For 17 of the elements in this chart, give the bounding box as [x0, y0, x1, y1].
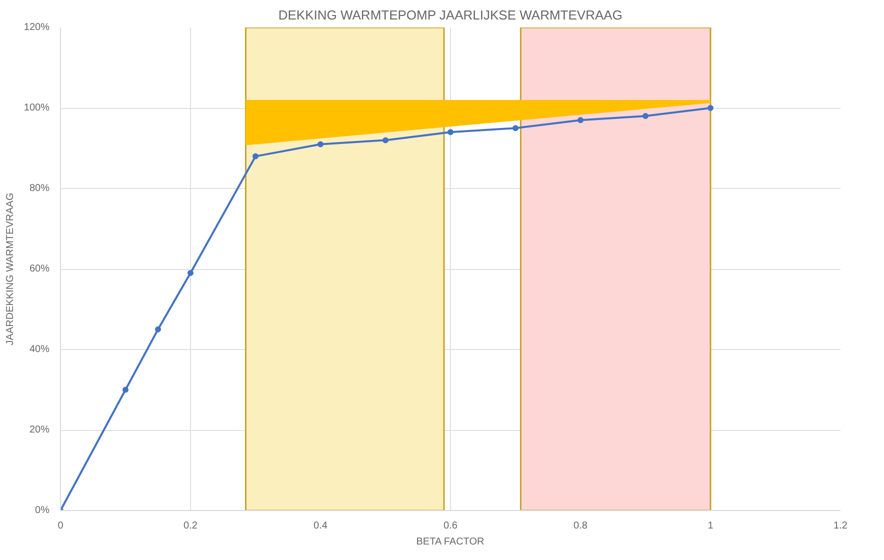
y-tick-label: 20% [29, 424, 50, 436]
x-tick-label: 1 [708, 520, 714, 532]
x-tick-label: 0.4 [314, 520, 328, 532]
y-tick-label: 0% [35, 505, 50, 516]
x-tick-label: 0 [58, 520, 64, 532]
y-tick-label: 80% [29, 183, 50, 194]
x-tick-label: 1.2 [834, 520, 848, 532]
y-tick-label: 120% [24, 22, 50, 33]
x-tick-label: 0.2 [184, 520, 198, 532]
x-tick-label: 0.6 [444, 520, 458, 532]
chart-title: DEKKING WARMTEPOMP JAARLIJKSE WARMTEVRAAG [278, 8, 622, 22]
y-axis-title: JAARDEKKING WARMTEVRAAG [4, 192, 16, 346]
x-axis-title: BETA FACTOR [416, 536, 484, 548]
y-tick-label: 40% [29, 344, 50, 355]
y-tick-label: 60% [29, 264, 50, 274]
y-tick-label: 100% [24, 102, 50, 114]
x-tick-label: 0.8 [574, 520, 588, 532]
